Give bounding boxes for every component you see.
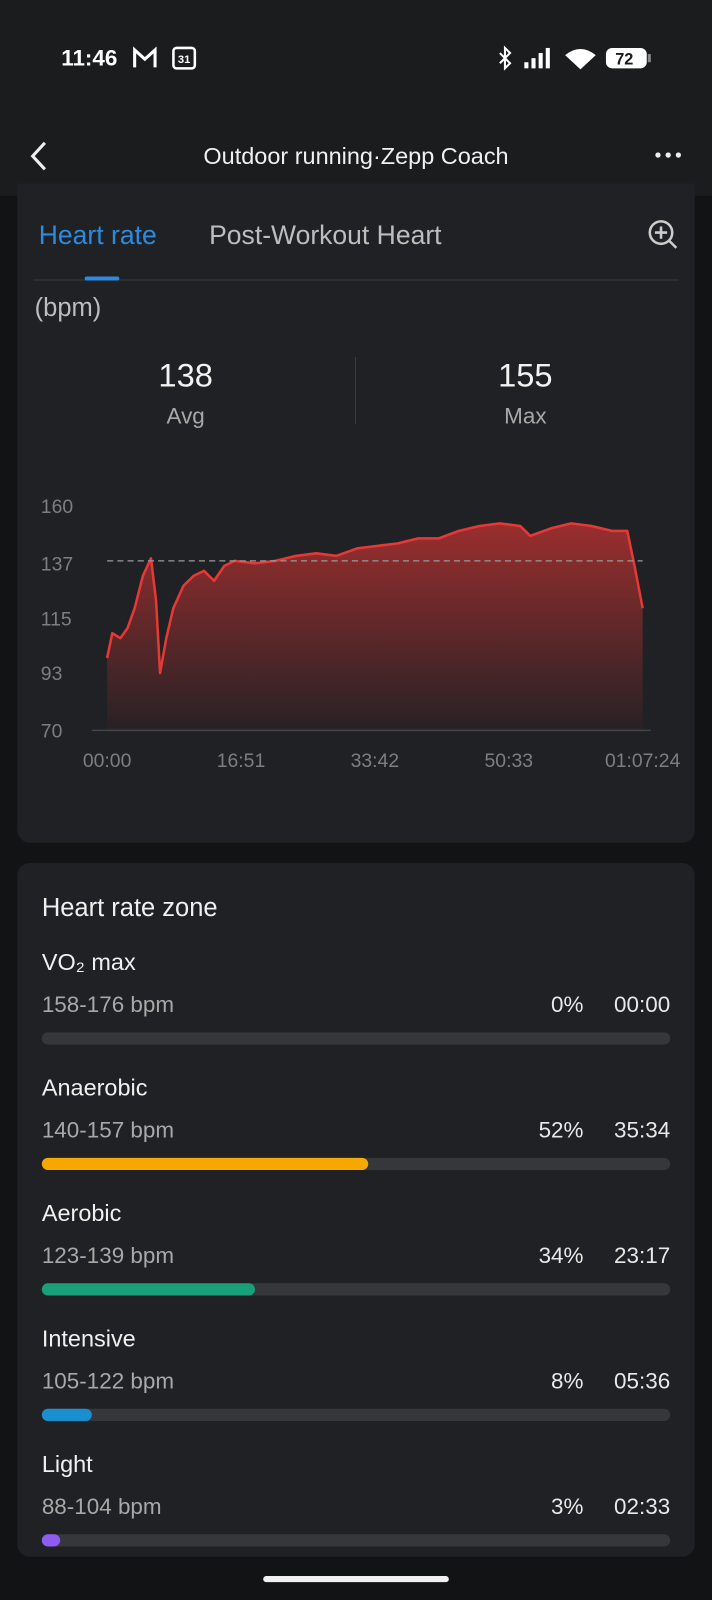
more-button[interactable] [653,149,686,161]
tab-heart-rate[interactable]: Heart rate [38,219,157,250]
unit-label: (bpm) [34,293,102,323]
heart-rate-area [107,523,643,731]
battery-level: 72 [615,50,633,68]
status-time: 11:46 [61,44,118,71]
zone-bar [41,1408,93,1421]
zone-time: 05:36 [614,1367,671,1394]
zone-time: 00:00 [614,991,671,1018]
zone-track [41,1032,671,1045]
zone-bar [41,1534,61,1547]
zone-bar [41,1283,256,1296]
x-tick-label: 16:51 [217,750,266,772]
zone-percent: 0% [551,991,584,1018]
calendar-icon-text: 31 [178,54,190,66]
zone-range: 140-157 bpm [41,1117,175,1143]
header-title: Outdoor running·Zepp Coach [203,142,509,170]
zone-title: Heart rate zone [41,893,218,923]
zone-track [41,1534,671,1547]
avg-value: 138 [158,357,213,394]
zone-name: Aerobic [41,1199,122,1227]
zone-range: 105-122 bpm [41,1367,175,1394]
status-icons-right: 72 [499,45,651,71]
zone-range: 88-104 bpm [41,1493,162,1519]
summary-divider [354,357,357,425]
zone-card [17,863,695,1557]
x-tick-label: 00:00 [83,750,132,772]
zone-percent: 34% [538,1242,584,1268]
zone-range: 123-139 bpm [41,1242,175,1268]
avg-label: Avg [166,402,205,429]
max-value: 155 [498,357,553,394]
zone-time: 23:17 [614,1242,671,1268]
y-tick-label: 70 [41,721,63,743]
zone-time: 35:34 [614,1117,671,1143]
heart-rate-chart: 70 93 115 137 160 00:00 16:51 33:42 50:33 01:07:2… [41,496,681,772]
x-tick-label: 01:07:24 [605,750,681,772]
y-tick-label: 160 [41,496,74,518]
heart-rate-card [17,183,695,843]
y-tick-label: 93 [41,663,63,685]
zone-name: Light [41,1450,93,1478]
max-label: Max [504,402,547,429]
zoom-button[interactable] [645,216,680,251]
x-tick-label: 33:42 [351,750,400,772]
status-icons-left: 31 [133,46,197,70]
home-indicator [263,1576,449,1583]
tab-post-workout[interactable]: Post-Workout Heart [209,219,442,250]
x-tick-label: 50:33 [485,750,533,772]
heart-rate-line [105,522,644,675]
zone-percent: 8% [551,1367,584,1394]
zone-name: VO₂ max [41,948,136,976]
zone-percent: 3% [551,1493,584,1519]
zone-name: Intensive [41,1325,136,1352]
zone-track [41,1408,671,1421]
zone-range: 158-176 bpm [41,991,175,1018]
top-bar [0,0,712,196]
zone-time: 02:33 [614,1493,671,1519]
tab-indicator [84,276,120,281]
y-tick-label: 115 [41,608,72,630]
zone-bar [41,1157,369,1171]
zone-percent: 52% [538,1117,584,1143]
zone-name: Anaerobic [41,1074,148,1101]
back-button[interactable] [24,139,55,174]
y-tick-label: 137 [41,553,73,575]
tab-divider [33,279,679,281]
